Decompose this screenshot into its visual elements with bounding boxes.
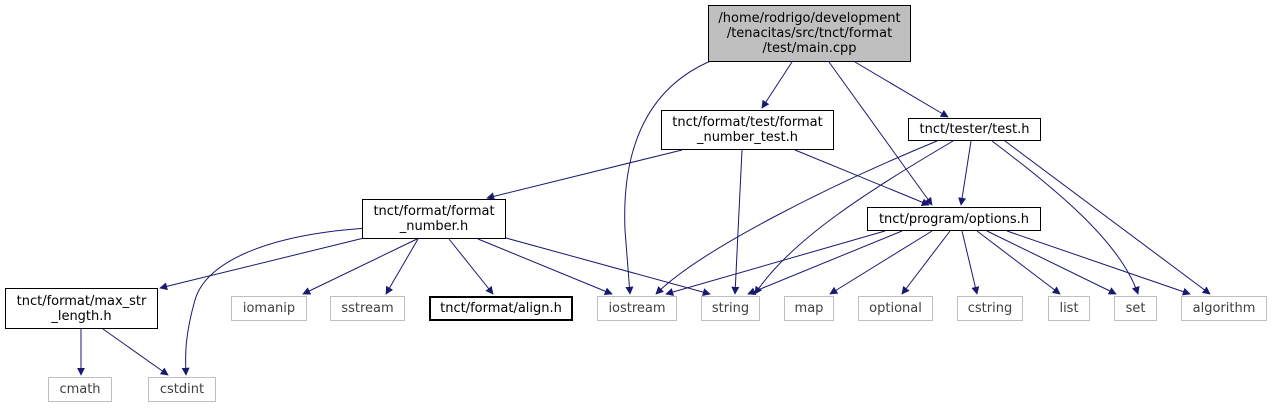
edge-options-to-algorithm [1006, 230, 1191, 296]
set-node: set [1114, 296, 1157, 321]
sstream-node: sstream [330, 296, 405, 321]
algorithm-node: algorithm [1181, 296, 1267, 321]
edge-format-number-to-iostream [477, 238, 613, 295]
edge-main-to-options [828, 61, 933, 206]
max-str-length-node[interactable]: tnct/format/max_str _length.h [5, 288, 158, 329]
iomanip-node: iomanip [231, 296, 307, 321]
string-node: string [701, 296, 760, 321]
edge-options-to-list [976, 230, 1061, 295]
cmath-node: cmath [48, 377, 112, 402]
edge-options-to-optional [901, 230, 951, 295]
edge-format-number-to-sstream [385, 238, 419, 295]
edge-max-str-length-to-cstdint [102, 328, 169, 376]
edge-format-number-test-to-string [731, 149, 743, 295]
test-h-node[interactable]: tnct/tester/test.h [908, 118, 1041, 141]
edge-format-number-to-max-str-length [159, 237, 365, 291]
edge-test-h-to-algorithm [1004, 140, 1211, 295]
edge-format-number-to-iomanip [302, 238, 418, 295]
optional-node: optional [858, 296, 933, 321]
options-node[interactable]: tnct/program/options.h [867, 207, 1041, 231]
edge-main-to-iostream [624, 59, 714, 295]
edge-main-to-format-number-test [761, 61, 793, 109]
edge-test-h-to-string [754, 140, 954, 295]
cstdint-node: cstdint [148, 377, 216, 402]
edge-test-h-to-options [958, 140, 972, 206]
edge-test-h-to-set [991, 140, 1140, 295]
edge-format-number-to-align [448, 238, 494, 295]
map-node: map [784, 296, 834, 321]
edge-format-number-to-string [505, 237, 711, 296]
edge-options-to-set [986, 230, 1117, 295]
edge-options-to-iostream [665, 230, 886, 296]
format-number-node[interactable]: tnct/format/format _number.h [362, 199, 506, 239]
cstring-node: cstring [957, 296, 1023, 321]
edge-main-to-test-h [854, 61, 949, 118]
edge-options-to-map [829, 230, 933, 295]
edge-format-number-test-to-options [794, 149, 930, 206]
edge-test-h-to-iostream [655, 140, 938, 295]
edge-format-number-to-cstdint [181, 227, 369, 376]
edge-options-to-string [747, 230, 903, 295]
main-cpp-node: /home/rodrigo/development /tenacitas/src… [708, 5, 911, 62]
format-number-test-node[interactable]: tnct/format/test/format _number_test.h [661, 110, 834, 150]
align-h-node[interactable]: tnct/format/align.h [429, 296, 573, 321]
edge-options-to-cstring [961, 230, 980, 295]
list-node: list [1048, 296, 1090, 321]
edge-format-number-test-to-format-number [486, 149, 683, 201]
iostream-node: iostream [597, 296, 677, 321]
